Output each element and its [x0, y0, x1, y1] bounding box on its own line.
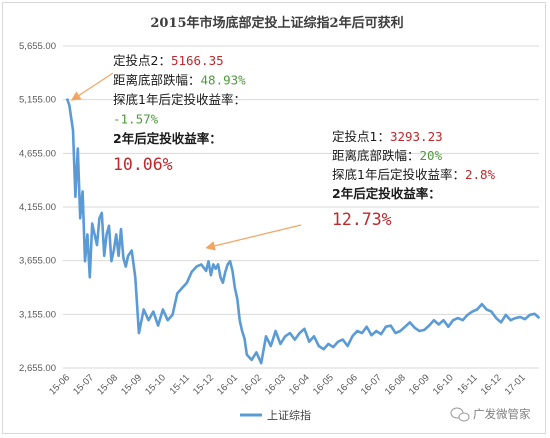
- annotation-line: 定投点2：5166.35: [113, 53, 224, 68]
- x-tick-label: 16-11: [455, 372, 479, 396]
- x-tick-label: 15-09: [119, 372, 144, 397]
- annotation-box: 定投点2：5166.35 距离底部跌幅：48.93% 探底1年后定投收益率： -1.5…: [113, 53, 246, 174]
- x-tick-label: 16-12: [479, 372, 504, 397]
- x-tick-label: 17-01: [503, 372, 528, 397]
- chart-frame: 2015年市场底部定投上证综指2年后可获利 5,655.00 5,155.00 4,…: [2, 2, 546, 434]
- annotation-segment: 探底1年后定投收益率：: [113, 92, 246, 107]
- y-axis-ticks: 5,655.00 5,155.00 4,655.00 4,155.00 3,655.00…: [19, 41, 56, 374]
- y-tick-label: 5,155.00: [19, 95, 56, 106]
- y-tick-label: 4,155.00: [19, 202, 56, 213]
- annotation-segment: 定投点2：: [113, 53, 171, 68]
- annotation-segment: 5166.35: [171, 53, 224, 68]
- line-chart: 2015年市场底部定投上证综指2年后可获利 5,655.00 5,155.00 4,…: [19, 15, 541, 422]
- x-tick-label: 16-05: [311, 372, 336, 397]
- annotation-box: 定投点1：3293.23 距离底部跌幅：20% 探底1年后定投收益率：2.8% 2年后…: [332, 129, 496, 229]
- annotation-segment: 48.93%: [201, 73, 247, 88]
- annotation-segment: 2年后定投收益率：: [113, 131, 222, 146]
- x-tick-label: 15-10: [143, 372, 168, 397]
- x-tick-label: 15-07: [71, 372, 96, 397]
- annotations: 定投点2：5166.35距离底部跌幅：48.93%探底1年后定投收益率：-1.5…: [70, 53, 496, 251]
- legend: 上证综指: [240, 408, 311, 422]
- x-tick-label: 16-06: [335, 372, 360, 397]
- x-tick-label: 16-02: [239, 372, 264, 397]
- x-tick-label: 16-03: [263, 372, 288, 397]
- annotation-segment: 探底1年后定投收益率：: [332, 167, 465, 182]
- y-tick-label: 5,655.00: [19, 41, 56, 52]
- y-tick-label: 4,655.00: [19, 148, 56, 159]
- y-tick-label: 3,155.00: [19, 309, 56, 320]
- annotation-big-value: 10.06%: [113, 155, 173, 174]
- x-tick-label: 16-09: [407, 372, 432, 397]
- x-tick-label: 16-07: [359, 372, 384, 397]
- annotation-big-value: 12.73%: [332, 210, 392, 229]
- annotation-arrow: [70, 72, 114, 101]
- annotation-segment: -1.57%: [113, 112, 159, 127]
- plot-area: [65, 98, 541, 365]
- annotation-line: 2年后定投收益率：: [332, 186, 441, 201]
- x-tick-label: 16-08: [383, 372, 408, 397]
- x-tick-label: 16-04: [287, 372, 312, 397]
- x-tick-label: 15-08: [95, 372, 120, 397]
- x-axis-ticks: 15-06 15-07 15-08 15-09 15-10 15-11 15-12 16-01…: [47, 372, 528, 397]
- x-tick-label: 15-06: [47, 372, 72, 397]
- annotation-line: 距离底部跌幅：20%: [332, 148, 443, 163]
- annotation-segment: 3293.23: [390, 129, 443, 144]
- annotation-line: 距离底部跌幅：48.93%: [113, 73, 246, 88]
- wechat-icon: [450, 407, 470, 422]
- annotation-segment: 2.8%: [465, 167, 496, 182]
- annotation-line: 探底1年后定投收益率：: [113, 92, 246, 107]
- annotation-segment: 距离底部跌幅：: [113, 73, 201, 88]
- watermark-text: 广发微管家: [473, 407, 531, 421]
- x-tick-label: 16-10: [431, 372, 456, 397]
- annotation-line: -1.57%: [113, 112, 159, 127]
- annotation-segment: 定投点1：: [332, 129, 390, 144]
- annotation-arrow: [205, 224, 302, 251]
- series-line: [65, 98, 541, 365]
- x-tick-label: 16-01: [215, 372, 240, 397]
- x-tick-label: 15-12: [191, 372, 216, 397]
- annotation-line: 2年后定投收益率：: [113, 131, 222, 146]
- annotation-line: 探底1年后定投收益率：2.8%: [332, 167, 496, 182]
- legend-label: 上证综指: [267, 408, 311, 422]
- annotation-line: 定投点1：3293.23: [332, 129, 443, 144]
- watermark: 广发微管家: [450, 407, 531, 422]
- annotation-segment: 2年后定投收益率：: [332, 186, 441, 201]
- annotation-segment: 20%: [420, 148, 443, 163]
- y-tick-label: 3,655.00: [19, 256, 56, 267]
- y-tick-label: 2,655.00: [19, 363, 56, 374]
- annotation-segment: 距离底部跌幅：: [332, 148, 420, 163]
- x-tick-label: 15-11: [168, 372, 192, 396]
- chart-title: 2015年市场底部定投上证综指2年后可获利: [150, 15, 403, 31]
